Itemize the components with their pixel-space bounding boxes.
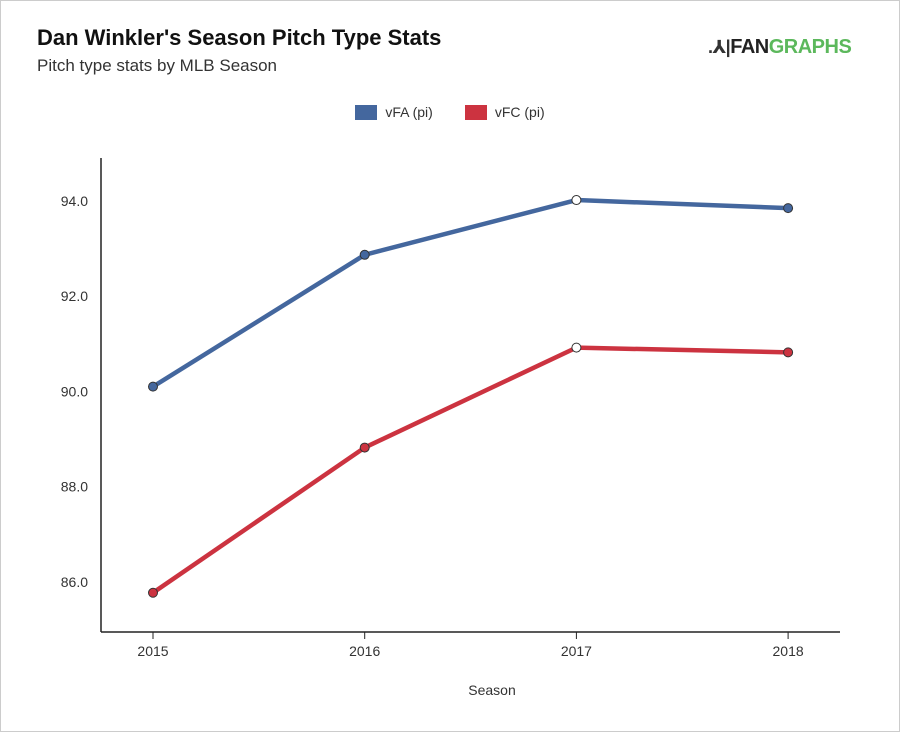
- legend-label: vFC (pi): [494, 104, 545, 120]
- legend-item-vfa[interactable]: vFA (pi): [355, 104, 433, 120]
- batter-icon: .⅄|: [708, 37, 731, 57]
- x-axis-label: Season: [468, 682, 515, 698]
- chart-subtitle: Pitch type stats by MLB Season: [37, 56, 278, 75]
- data-point[interactable]: [783, 203, 794, 214]
- y-tick-label: 88.0: [61, 479, 88, 495]
- data-point[interactable]: [571, 195, 582, 206]
- x-tick-label: 2017: [561, 643, 592, 659]
- chart-title: Dan Winkler's Season Pitch Type Stats: [37, 25, 442, 50]
- data-point[interactable]: [148, 587, 158, 598]
- legend: vFA (pi) vFC (pi): [0, 104, 900, 120]
- x-tick-label: 2018: [773, 643, 804, 659]
- y-tick-label: 90.0: [61, 383, 88, 399]
- data-point[interactable]: [783, 347, 794, 358]
- series-line-0: [151, 197, 789, 389]
- x-tick-label: 2015: [137, 643, 168, 659]
- y-tick-label: 86.0: [61, 574, 88, 590]
- legend-item-vfc[interactable]: vFC (pi): [464, 104, 545, 120]
- data-point[interactable]: [571, 342, 582, 353]
- legend-label: vFA (pi): [385, 104, 433, 120]
- x-tick-label: 2016: [349, 643, 380, 659]
- series-line-1: [151, 345, 789, 595]
- y-tick-label: 92.0: [61, 288, 88, 304]
- data-point[interactable]: [359, 442, 370, 453]
- data-point[interactable]: [359, 249, 370, 260]
- y-tick-label: 94.0: [61, 193, 88, 209]
- data-point[interactable]: [148, 381, 158, 392]
- legend-swatch: [355, 104, 378, 120]
- fangraphs-logo: .⅄|FANGRAPHS: [708, 36, 852, 58]
- legend-swatch: [464, 104, 487, 120]
